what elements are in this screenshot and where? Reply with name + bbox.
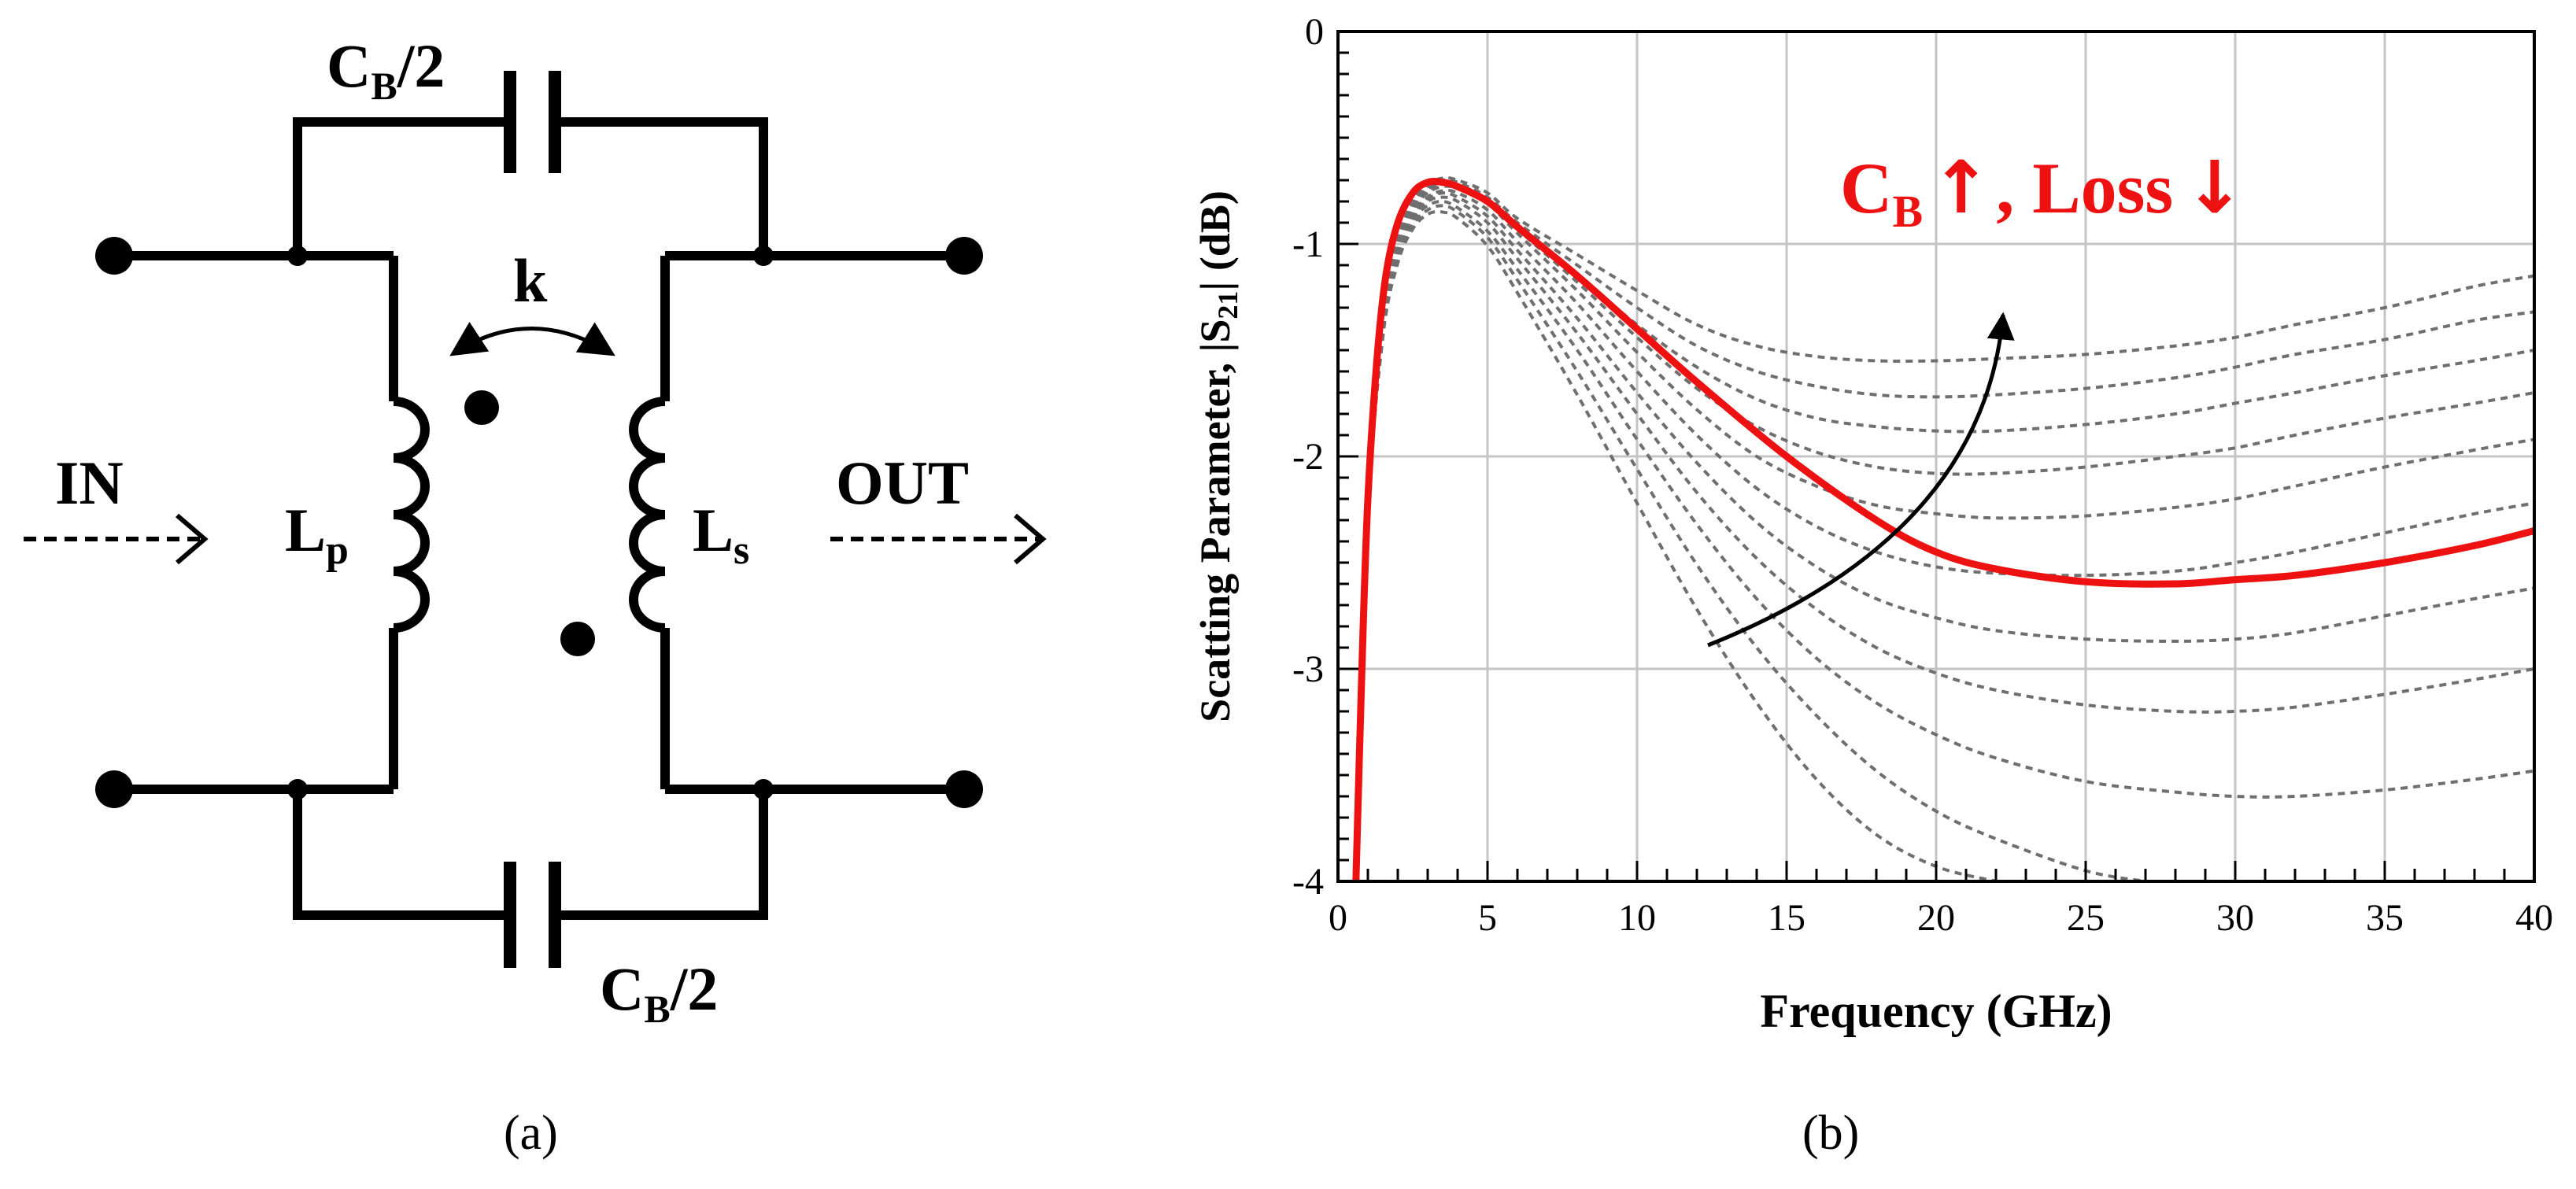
caption-a: (a) [504,1106,558,1160]
x-tick-label: 25 [2067,897,2105,939]
y-tick-label: 0 [1305,11,1324,53]
x-tick-label: 35 [2366,897,2404,939]
terminal-in-bottom [95,770,133,808]
sweep-curve-7 [1354,191,2534,881]
sweep-curve-11 [1354,210,1997,881]
sweep-curve-1 [1354,175,2534,881]
x-tick-label: 5 [1478,897,1497,939]
highlight-curve [1352,177,2534,881]
input-label: IN [55,449,124,517]
s21-plot: 0 5 10 15 20 25 30 35 40 0 -1 -2 -3 -4 CB ↑, Loss ↓ Fr… [1192,11,2553,1160]
sweep-curve-4 [1354,182,2534,881]
y-tick-label: -3 [1292,648,1324,690]
junction-top-left [287,246,308,266]
cap-bottom-label: CB/2 [600,955,718,1031]
dot-primary-polarity [464,390,499,425]
y-tick-label: -1 [1292,223,1324,265]
secondary-label: Ls [693,496,749,573]
secondary-coil [629,397,666,633]
junction-bottom-left [287,779,308,799]
in-arrow [24,513,209,565]
coupling-arrow [449,321,615,356]
sweep-curve-5 [1354,184,2534,881]
bottom-cap-wire-right [557,789,768,920]
x-tick-label: 10 [1618,897,1656,939]
cap-top-label: CB/2 [327,31,445,108]
sweep-curve-2 [1354,178,2534,881]
highlight-curve-line [1352,177,2534,881]
sweep-curve-9 [1354,199,2534,881]
primary-coil [393,397,430,633]
terminal-in-top [95,237,133,275]
x-tick-label: 30 [2216,897,2254,939]
top-cap-wire [293,117,508,256]
x-tick-label: 40 [2515,897,2553,939]
trend-arrow [1707,312,2015,648]
primary-label: Lp [285,496,349,573]
sweep-curve-8 [1354,195,2534,881]
x-tick-label: 20 [1917,897,1955,939]
sweep-curve-3 [1354,180,2534,881]
terminal-out-bottom [945,770,983,808]
junction-bottom-right [753,779,774,799]
x-tick-label: 0 [1329,897,1347,939]
bottom-cap-wire [293,789,508,920]
y-tick-label: -4 [1292,861,1324,903]
x-tick-label: 15 [1768,897,1805,939]
caption-b: (b) [1802,1106,1859,1160]
out-arrow [830,513,1047,565]
terminal-out-top [945,237,983,275]
y-tick-labels: 0 -1 -2 -3 -4 [1292,11,1324,903]
x-tick-labels: 0 5 10 15 20 25 30 35 40 [1329,897,2553,939]
transformer-circuit [114,71,964,968]
circuit-nodes [95,237,983,808]
coupling-label: k [513,246,548,315]
top-cap-wire-right [557,117,768,256]
dot-secondary-polarity [560,622,595,656]
cb-loss-annotation: CB ↑, Loss ↓ [1840,146,2245,237]
minor-ticks [1336,30,2536,883]
output-label: OUT [836,449,969,517]
sweep-curve-10 [1354,204,2146,881]
sweep-curve-6 [1354,188,2534,881]
y-tick-label: -2 [1292,436,1324,478]
x-axis-label: Frequency (GHz) [1760,985,2112,1037]
sweep-curves [1354,175,2534,881]
y-axis-label: Scatting Parameter, |S21| (dB) [1192,190,1244,722]
junction-top-right [753,246,774,266]
